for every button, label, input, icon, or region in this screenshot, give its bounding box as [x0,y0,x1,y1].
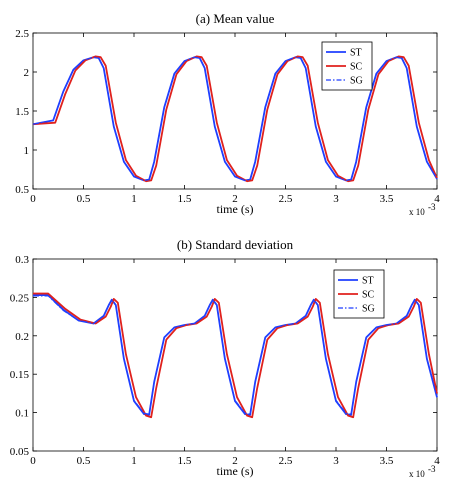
y-tick-label: 0.1 [15,408,29,420]
y-tick-label: 0.15 [10,369,30,381]
x-tick-label: 4 [434,193,440,205]
x-tick-label: 0.5 [77,455,91,467]
y-tick-label: 2 [24,67,30,79]
series-line-sg [33,295,438,415]
x-tick-label: 3 [333,455,339,467]
x-tick-label: 2.5 [279,455,293,467]
legend-label-st: ST [362,276,374,287]
x-tick-label: 2 [232,193,238,205]
y-tick-label: 1.5 [15,106,29,118]
y-tick-label: 0.5 [15,184,29,196]
x-tick-label: 1 [131,455,137,467]
x-axis-label: time (s) [217,464,254,478]
x-tick-label: 2.5 [279,193,293,205]
x-tick-label: 3.5 [380,455,394,467]
y-tick-label: 2.5 [15,28,29,40]
x-tick-label: 0.5 [77,193,91,205]
legend-label-sg: SG [362,304,375,315]
legend-label-sc: SC [350,62,363,73]
x-tick-label: 0 [30,455,36,467]
x-tick-label: 3 [333,193,339,205]
y-tick-label: 0.05 [10,446,30,458]
series-line-sg [32,56,438,182]
x-tick-label: 1.5 [178,193,192,205]
y-tick-label: 1 [24,145,30,157]
x-tick-label: 3.5 [380,193,394,205]
standard-deviation-panel: (b) Standard deviation 0 0.5 1 1.5 2 2.5 3 3.5 4 0… [10,237,441,479]
legend: ST SC SG [333,269,385,319]
x-multiplier-label: x 10 [409,207,425,217]
legend-label-sc: SC [362,290,375,301]
y-tick-label: 0.25 [10,292,30,304]
x-tick-label: 1 [131,193,137,205]
x-multiplier-exponent: -3 [428,464,436,474]
x-tick-label: 2 [232,455,238,467]
x-tick-label: 1.5 [178,455,192,467]
legend: ST SC SG [321,41,373,91]
x-axis-label: time (s) [217,202,254,216]
y-tick-label: 0.3 [15,254,29,266]
series-line-sc [33,292,438,419]
series-line-sc [32,55,438,183]
x-tick-label: 0 [30,193,36,205]
legend-label-st: ST [350,48,362,59]
y-tick-label: 0.2 [15,331,29,343]
legend-label-sg: SG [350,76,363,87]
x-tick-label: 4 [434,455,440,467]
legend-box [321,41,373,91]
chart-title: (a) Mean value [196,11,275,26]
x-multiplier-label: x 10 [409,469,425,479]
chart-title: (b) Standard deviation [177,237,294,252]
x-multiplier-exponent: -3 [428,202,436,212]
